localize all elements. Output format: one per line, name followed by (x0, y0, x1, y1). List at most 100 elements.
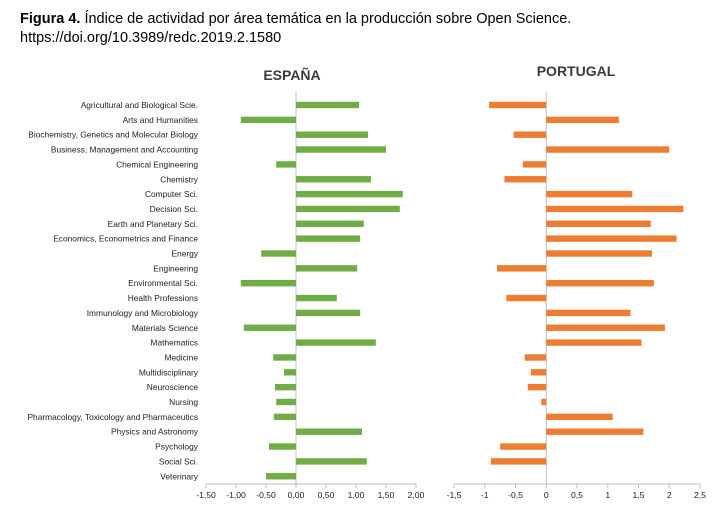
bar-mathematics (546, 339, 642, 346)
x-tick-label: 0 (544, 490, 549, 500)
bar-multidisciplinary (284, 369, 296, 376)
bar-nursing (541, 398, 547, 406)
bar-decision-sci (546, 205, 684, 213)
bar-engineering (497, 265, 547, 272)
category-label: Immunology and Microbiology (87, 308, 199, 318)
category-label: Biochemistry, Genetics and Molecular Bio… (28, 130, 199, 140)
category-label: Chemistry (160, 174, 199, 184)
bar-economics-econometrics-and-finance (546, 235, 677, 242)
bar-chemical-engineering (276, 161, 296, 168)
x-tick-label: 1 (605, 490, 610, 500)
x-tick-label: 1,00 (348, 490, 365, 500)
chart-title: PORTUGAL (537, 63, 616, 79)
category-label: Business, Management and Accounting (51, 145, 198, 155)
category-label: Psychology (155, 442, 199, 452)
x-tick-label: -0,50 (256, 490, 276, 500)
category-label: Pharmacology, Toxicology and Pharmaceuti… (27, 412, 198, 422)
x-tick-label: -0,5 (508, 490, 523, 500)
bar-biochemistry-genetics-and-molecular-biology (296, 131, 368, 138)
bar-pharmacology-toxicology-and-pharmaceutics (546, 413, 613, 421)
category-label: Neuroscience (147, 382, 199, 392)
category-label: Materials Science (132, 323, 198, 333)
bar-chemistry (504, 176, 547, 183)
bar-veterinary (266, 473, 296, 480)
bar-business-management-and-accounting (296, 146, 386, 153)
bar-arts-and-humanities (240, 116, 296, 124)
x-tick-label: -1,50 (196, 490, 216, 500)
x-tick-label: 2 (667, 490, 672, 500)
category-label: Agricultural and Biological Scie. (81, 100, 198, 110)
category-label: Health Professions (128, 293, 198, 303)
x-tick-label: 2,5 (694, 490, 706, 500)
x-tick-label: -1,5 (447, 490, 462, 500)
bar-energy (261, 250, 296, 257)
bar-materials-science (546, 324, 665, 331)
bar-materials-science (243, 324, 296, 331)
category-label: Mathematics (151, 338, 198, 348)
bar-physics-and-astronomy (546, 428, 644, 435)
bar-arts-and-humanities (546, 116, 619, 124)
bar-earth-and-planetary-sci (296, 220, 364, 227)
category-label: Medicine (164, 352, 198, 362)
bar-neuroscience (527, 383, 547, 391)
category-label: Chemical Engineering (116, 159, 198, 169)
figure-caption: Figura 4. Índice de actividad por área t… (20, 10, 571, 48)
bar-medicine (273, 354, 296, 361)
bar-economics-econometrics-and-finance (296, 235, 361, 242)
bar-physics-and-astronomy (296, 428, 362, 435)
x-tick-label: -1 (481, 490, 489, 500)
bar-nursing (276, 398, 296, 406)
bar-agricultural-and-biological-scie (489, 101, 547, 109)
x-tick-label: 0,00 (288, 490, 305, 500)
figure-doi: https://doi.org/10.3989/redc.2019.2.1580 (20, 30, 282, 46)
bar-immunology-and-microbiology (546, 309, 631, 317)
x-tick-label: 1,5 (633, 490, 645, 500)
bar-earth-and-planetary-sci (546, 220, 651, 227)
chart-españa: ESPAÑA -1,50 -1,00 -0,50 0,00 0,50 1,00 1,50 2,0… (27, 66, 424, 500)
bar-health-professions (296, 294, 337, 302)
category-label: Economics, Econometrics and Finance (53, 234, 198, 244)
bar-neuroscience (275, 383, 296, 391)
chart-portugal: PORTUGAL -1,5 -1 -0,5 0 0,5 1 1,5 2 2,5 (447, 63, 707, 500)
category-label: Social Sci. (159, 456, 198, 466)
bar-agricultural-and-biological-scie (296, 101, 359, 109)
category-label: Environmental Sci. (128, 278, 198, 288)
x-tick-label: 0,5 (571, 490, 583, 500)
x-tick-label: 1,50 (378, 490, 395, 500)
category-label: Nursing (169, 397, 198, 407)
bar-energy (546, 250, 653, 257)
bar-decision-sci (296, 205, 400, 213)
figure-caption-text: Índice de actividad por área temática en… (80, 11, 572, 27)
x-tick-label: 2,00 (408, 490, 425, 500)
category-label: Arts and Humanities (123, 115, 198, 125)
category-label: Computer Sci. (145, 189, 198, 199)
bar-social-sci (296, 458, 367, 465)
bar-immunology-and-microbiology (296, 309, 361, 317)
bar-environmental-sci (546, 280, 654, 287)
category-label: Veterinary (160, 471, 199, 481)
bar-health-professions (506, 294, 547, 302)
bar-medicine (524, 354, 547, 361)
bar-pharmacology-toxicology-and-pharmaceutics (273, 413, 296, 421)
bar-engineering (296, 265, 358, 272)
bar-psychology (500, 443, 547, 450)
category-label: Decision Sci. (150, 204, 198, 214)
bar-computer-sci (296, 190, 403, 198)
bar-biochemistry-genetics-and-molecular-biology (513, 131, 547, 138)
bar-environmental-sci (240, 280, 296, 287)
bar-social-sci (490, 458, 547, 465)
x-tick-label: -1,00 (226, 490, 246, 500)
bar-business-management-and-accounting (546, 146, 670, 153)
bar-computer-sci (546, 190, 633, 198)
category-label: Multidisciplinary (139, 367, 199, 377)
category-label: Energy (171, 249, 198, 259)
bar-multidisciplinary (530, 369, 547, 376)
x-tick-label: 0,50 (318, 490, 335, 500)
bar-mathematics (296, 339, 376, 346)
category-label: Earth and Planetary Sci. (108, 219, 198, 229)
category-label: Physics and Astronomy (111, 427, 199, 437)
bar-chemical-engineering (522, 161, 547, 168)
figure-label: Figura 4. (20, 11, 81, 27)
bar-psychology (269, 443, 296, 450)
